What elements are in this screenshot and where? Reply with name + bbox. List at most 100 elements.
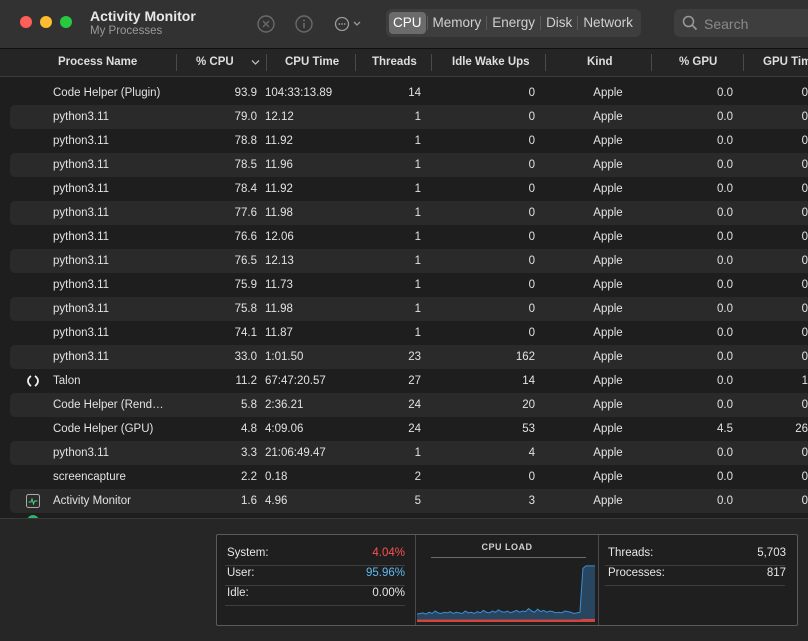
table-row[interactable]: python3.11 78.5 11.96 1 0 Apple 0.0 0 [10,153,808,177]
more-actions-icon[interactable] [332,14,364,34]
table-row[interactable]: python3.11 78.4 11.92 1 0 Apple 0.0 0 [10,177,808,201]
threads: 1 [414,111,421,123]
table-row[interactable]: Activity Monitor 1.6 4.96 5 3 Apple 0.0 0 [10,489,808,513]
table-row[interactable]: Code Helper (GPU) 4.8 4:09.06 24 53 Apple 4.5 2… [10,417,808,441]
threads: 1 [414,231,421,243]
cpu-time: 11.92 [265,135,293,147]
cpu-time: 11.73 [265,279,293,291]
table-row[interactable]: Talon 11.2 67:47:20.57 27 14 Apple 0.0 1 [10,369,808,393]
gpu-time: 0 [801,351,808,363]
window-subtitle: My Processes [90,25,163,37]
gpu-percent: 0.0 [717,135,733,147]
column-header-process-name[interactable]: Process Name [58,56,138,68]
gpu-percent: 0.0 [717,471,733,483]
gpu-time: 0 [801,159,808,171]
search-field[interactable] [674,9,808,37]
cpu-percent: 4.8 [241,423,257,435]
tab-disk[interactable]: Disk [546,15,573,30]
cpu-percent: 78.4 [234,183,257,195]
stop-process-icon[interactable] [256,14,276,34]
column-header-cpu-time[interactable]: CPU Time [285,56,340,68]
table-row[interactable]: screencapture 2.2 0.18 2 0 Apple 0.0 0 [10,465,808,489]
zoom-window-button[interactable] [60,16,72,28]
kind: Apple [593,423,623,435]
kind: Apple [593,375,623,387]
idle-wake-ups: 3 [528,495,535,507]
close-window-button[interactable] [20,16,32,28]
process-name: Activity Monitor [53,495,131,507]
gpu-time: 0 [801,471,808,483]
cpu-percent: 75.8 [234,303,257,315]
cpu-time: 2:36.21 [265,399,304,411]
table-row[interactable]: python3.11 3.3 21:06:49.47 1 4 Apple 0.0 0 [10,441,808,465]
search-input[interactable] [702,13,808,35]
talon-icon [26,374,40,388]
gpu-percent: 0.0 [717,351,733,363]
gpu-time: 0 [801,207,808,219]
tab-energy[interactable]: Energy [492,15,536,30]
idle-wake-ups: 14 [522,375,535,387]
gpu-time: 0 [801,255,808,267]
table-row[interactable]: python3.11 76.6 12.06 1 0 Apple 0.0 0 [10,225,808,249]
table-row[interactable]: python3.11 78.8 11.92 1 0 Apple 0.0 0 [10,129,808,153]
kind: Apple [593,135,623,147]
table-row[interactable]: python3.11 76.5 12.13 1 0 Apple 0.0 0 [10,249,808,273]
tab-cpu[interactable]: CPU [389,12,426,34]
info-icon[interactable] [294,14,314,34]
gpu-percent: 0.0 [717,375,733,387]
cpu-time: 11.92 [265,183,293,195]
tab-memory[interactable]: Memory [432,15,482,30]
table-row[interactable]: Code Helper (Plugin) 93.9 104:33:13.89 14 0 A… [10,81,808,105]
gpu-percent: 0.0 [717,111,733,123]
process-name: python3.11 [53,135,110,147]
minimize-window-button[interactable] [40,16,52,28]
scroll-peek-icon [27,515,41,519]
cpu-time: 0.18 [265,471,288,483]
cpu-percent: 76.6 [234,231,257,243]
cpu-percent: 76.5 [234,255,257,267]
gpu-percent: 0.0 [717,255,733,267]
threads: 2 [414,471,421,483]
tab-network[interactable]: Network [583,15,633,30]
column-header-idle-wake-ups[interactable]: Idle Wake Ups [452,56,530,68]
table-row[interactable]: python3.11 75.9 11.73 1 0 Apple 0.0 0 [10,273,808,297]
process-name: python3.11 [53,279,110,291]
cpu-percent: 75.9 [234,279,257,291]
cpu-summary-box: System: 4.04% User: 95.96% Idle: 0.00% C… [216,534,798,626]
user-value: 95.96% [365,567,405,579]
idle-wake-ups: 162 [515,351,535,363]
kind: Apple [593,207,623,219]
threads-value: 5,703 [757,547,786,559]
column-header-gpu-time[interactable]: GPU Tim [763,56,808,68]
table-row[interactable]: python3.11 79.0 12.12 1 0 Apple 0.0 0 [10,105,808,129]
kind: Apple [593,399,623,411]
table-row[interactable]: python3.11 75.8 11.98 1 0 Apple 0.0 0 [10,297,808,321]
process-name: Code Helper (GPU) [53,423,154,435]
threads: 1 [414,255,421,267]
threads: 14 [408,87,421,99]
process-name: python3.11 [53,231,110,243]
column-header-gpu[interactable]: % GPU [679,56,718,68]
column-header-threads[interactable]: Threads [372,56,417,68]
cpu-time: 11.87 [265,327,293,339]
idle-wake-ups: 0 [528,159,535,171]
table-row[interactable]: Code Helper (Rend… 5.8 2:36.21 24 20 Apple 0.0… [10,393,808,417]
table-row[interactable]: python3.11 74.1 11.87 1 0 Apple 0.0 0 [10,321,808,345]
cpu-percent: 93.9 [234,87,257,99]
process-name: python3.11 [53,255,110,267]
threads: 5 [414,495,421,507]
column-header-kind[interactable]: Kind [587,56,613,68]
kind: Apple [593,303,623,315]
table-row[interactable]: python3.11 77.6 11.98 1 0 Apple 0.0 0 [10,201,808,225]
table-row[interactable]: python3.11 33.0 1:01.50 23 162 Apple 0.0 0 [10,345,808,369]
idle-wake-ups: 0 [528,279,535,291]
cpu-load-graph [417,565,595,622]
cpu-percent: 78.5 [234,159,257,171]
kind: Apple [593,159,623,171]
kind: Apple [593,255,623,267]
cpu-percent: 5.8 [241,399,257,411]
gpu-time: 0 [801,303,808,315]
column-header-cpu[interactable]: % CPU [196,56,234,68]
user-stat: User: 95.96% [227,564,405,584]
table-header: Process Name % CPU CPU Time Threads Idle… [0,49,808,77]
